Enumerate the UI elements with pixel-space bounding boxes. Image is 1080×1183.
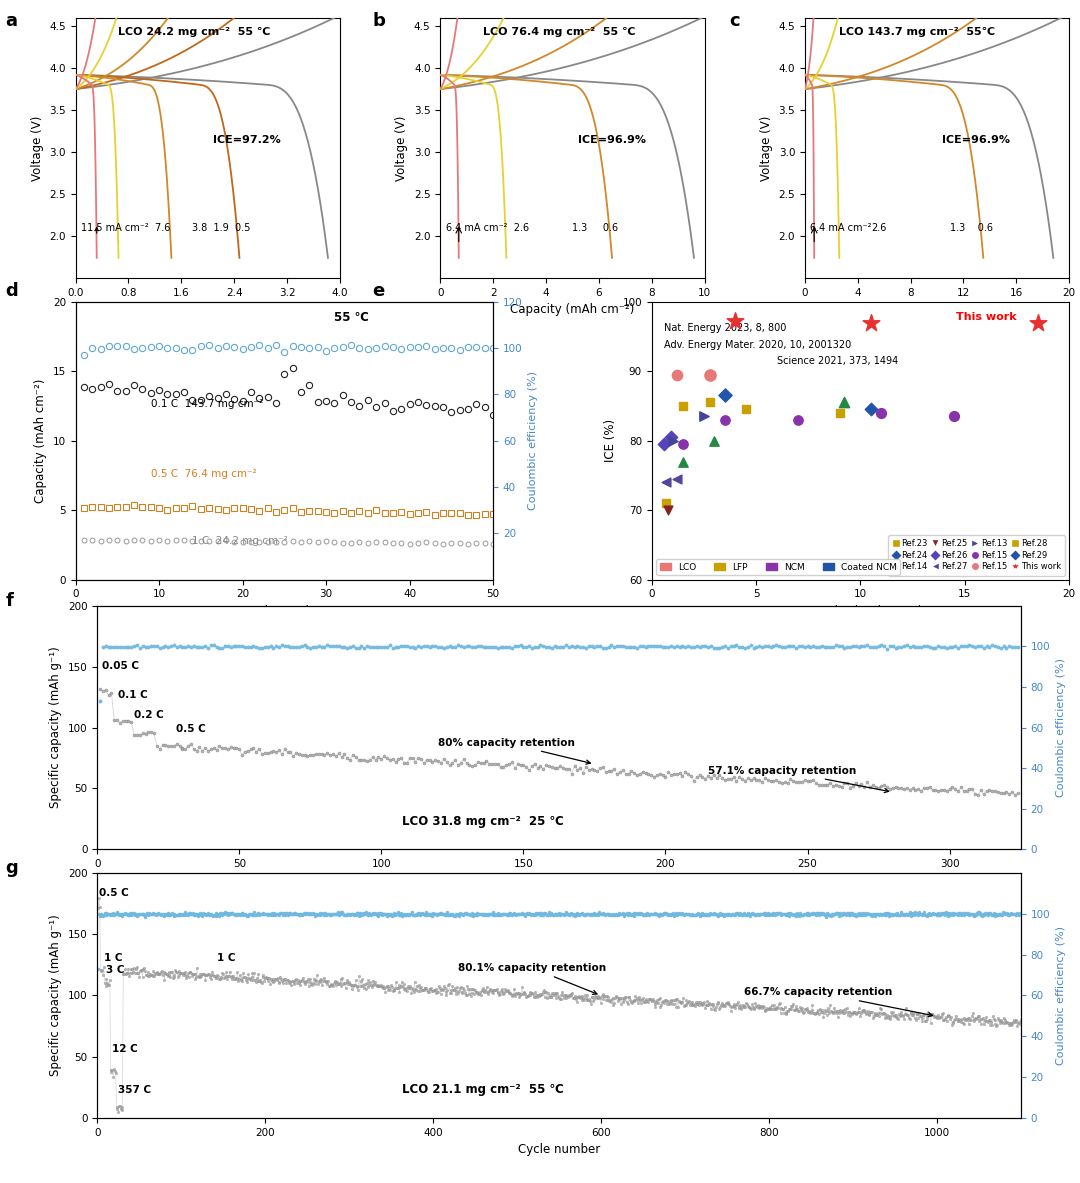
Text: d: d (5, 282, 18, 299)
Point (702, 366, 719, 384)
Text: LCO 143.7 mg cm⁻²  55℃: LCO 143.7 mg cm⁻² 55℃ (839, 27, 996, 37)
Point (664, 432, 681, 451)
Point (727, 311, 744, 330)
Point (658, 473, 675, 492)
Text: 12 C: 12 C (112, 1043, 138, 1054)
Text: Nat. Energy 2023, 8, 800: Nat. Energy 2023, 8, 800 (664, 323, 786, 332)
Point (696, 407, 713, 426)
Y-axis label: Capacity (mAh cm⁻²): Capacity (mAh cm⁻²) (35, 379, 48, 503)
Text: 11.5 mA cm⁻²  7.6: 11.5 mA cm⁻² 7.6 (81, 224, 171, 233)
Y-axis label: ICE (%): ICE (%) (604, 419, 617, 463)
X-axis label: Capacity (mAh cm⁻²): Capacity (mAh cm⁻²) (798, 605, 922, 618)
Legend: LCO, LFP, NCM, Coated NCM: LCO, LFP, NCM, Coated NCM (657, 558, 901, 575)
Y-axis label: Coulombic efficiency (%): Coulombic efficiency (%) (528, 371, 538, 510)
Point (862, 313, 879, 332)
Text: 3 C: 3 C (107, 965, 125, 976)
Text: g: g (5, 859, 18, 877)
Text: 0.5 C: 0.5 C (176, 724, 205, 735)
Text: 1.3    0.6: 1.3 0.6 (950, 224, 994, 233)
Text: 357 C: 357 C (118, 1086, 150, 1095)
Point (702, 393, 719, 412)
Point (946, 407, 963, 426)
Text: LCO 21.1 mg cm⁻²  55 ℃: LCO 21.1 mg cm⁻² 55 ℃ (402, 1084, 564, 1097)
Text: ICE=96.9%: ICE=96.9% (943, 135, 1011, 144)
Text: 0.05 C: 0.05 C (102, 661, 139, 671)
Point (1029, 313, 1047, 332)
Point (658, 493, 675, 512)
Point (789, 411, 807, 429)
Text: 1 C: 1 C (104, 953, 122, 963)
Point (662, 428, 679, 447)
Text: 0.2 C: 0.2 C (134, 710, 164, 719)
Point (737, 400, 754, 419)
Text: Adv. Energy Mater. 2020, 10, 2001320: Adv. Energy Mater. 2020, 10, 2001320 (664, 340, 851, 349)
Text: LCO 24.2 mg cm⁻²  55 ℃: LCO 24.2 mg cm⁻² 55 ℃ (118, 27, 270, 37)
Text: 1 C  24.2 mg cm⁻²: 1 C 24.2 mg cm⁻² (192, 536, 288, 545)
Point (674, 396, 691, 415)
Text: 55 ℃: 55 ℃ (335, 311, 369, 324)
Text: 80% capacity retention: 80% capacity retention (438, 738, 591, 764)
Point (660, 500, 677, 519)
Y-axis label: Specific capacity (mAh g⁻¹): Specific capacity (mAh g⁻¹) (50, 647, 63, 808)
Text: 6.4 mA cm⁻²: 6.4 mA cm⁻² (810, 224, 872, 233)
Text: 0.5 C  76.4 mg cm⁻²: 0.5 C 76.4 mg cm⁻² (151, 468, 256, 479)
Y-axis label: Coulombic efficiency (%): Coulombic efficiency (%) (1055, 658, 1066, 797)
Text: b: b (373, 12, 386, 30)
Text: a: a (5, 12, 17, 30)
X-axis label: Cycle number: Cycle number (517, 1143, 600, 1156)
X-axis label: Cycle number: Cycle number (243, 605, 325, 618)
Text: 0.1 C: 0.1 C (118, 691, 147, 700)
Text: 3.8  1.9  0.5: 3.8 1.9 0.5 (192, 224, 251, 233)
Point (669, 366, 686, 384)
Text: 1 C: 1 C (217, 953, 235, 963)
Text: ICE=97.2%: ICE=97.2% (213, 135, 281, 144)
Point (705, 432, 723, 451)
Text: 0.5 C: 0.5 C (99, 888, 129, 898)
Point (674, 434, 691, 453)
X-axis label: Capacity (mAh cm⁻²): Capacity (mAh cm⁻²) (146, 303, 270, 316)
Point (835, 393, 852, 412)
X-axis label: Capacity (mAh cm⁻²): Capacity (mAh cm⁻²) (875, 303, 999, 316)
Point (674, 452, 691, 471)
Text: ICE=96.9%: ICE=96.9% (578, 135, 646, 144)
Y-axis label: Voltage (V): Voltage (V) (760, 115, 773, 181)
Text: This work: This work (957, 312, 1017, 322)
Text: 2.6: 2.6 (870, 224, 887, 233)
X-axis label: Capacity (mAh cm⁻²): Capacity (mAh cm⁻²) (510, 303, 635, 316)
Y-axis label: Coulombic efficiency (%): Coulombic efficiency (%) (1055, 926, 1066, 1065)
Point (669, 470, 686, 489)
Y-axis label: Voltage (V): Voltage (V) (30, 115, 43, 181)
Point (873, 403, 890, 422)
Text: 80.1% capacity retention: 80.1% capacity retention (458, 963, 606, 995)
Text: e: e (373, 282, 384, 299)
Point (656, 434, 673, 453)
Point (716, 386, 733, 405)
Point (831, 403, 848, 422)
X-axis label: Cycle number: Cycle number (517, 874, 600, 887)
Text: LCO 76.4 mg cm⁻²  55 ℃: LCO 76.4 mg cm⁻² 55 ℃ (483, 27, 635, 37)
Text: 6.4 mA cm⁻²  2.6: 6.4 mA cm⁻² 2.6 (446, 224, 529, 233)
Text: c: c (729, 12, 740, 30)
Y-axis label: Voltage (V): Voltage (V) (395, 115, 408, 181)
Text: f: f (5, 592, 13, 609)
Point (862, 400, 879, 419)
Y-axis label: Specific capacity (mAh g⁻¹): Specific capacity (mAh g⁻¹) (50, 914, 63, 1077)
Text: 1.3     0.6: 1.3 0.6 (572, 224, 619, 233)
Text: LCO 31.8 mg cm⁻²  25 ℃: LCO 31.8 mg cm⁻² 25 ℃ (402, 815, 564, 828)
Text: 57.1% capacity retention: 57.1% capacity retention (708, 765, 889, 793)
Text: 0.1 C  143.7 mg cm⁻²: 0.1 C 143.7 mg cm⁻² (151, 400, 264, 409)
Text: 66.7% capacity retention: 66.7% capacity retention (743, 988, 932, 1016)
Text: Science 2021, 373, 1494: Science 2021, 373, 1494 (777, 356, 899, 367)
Point (716, 411, 733, 429)
